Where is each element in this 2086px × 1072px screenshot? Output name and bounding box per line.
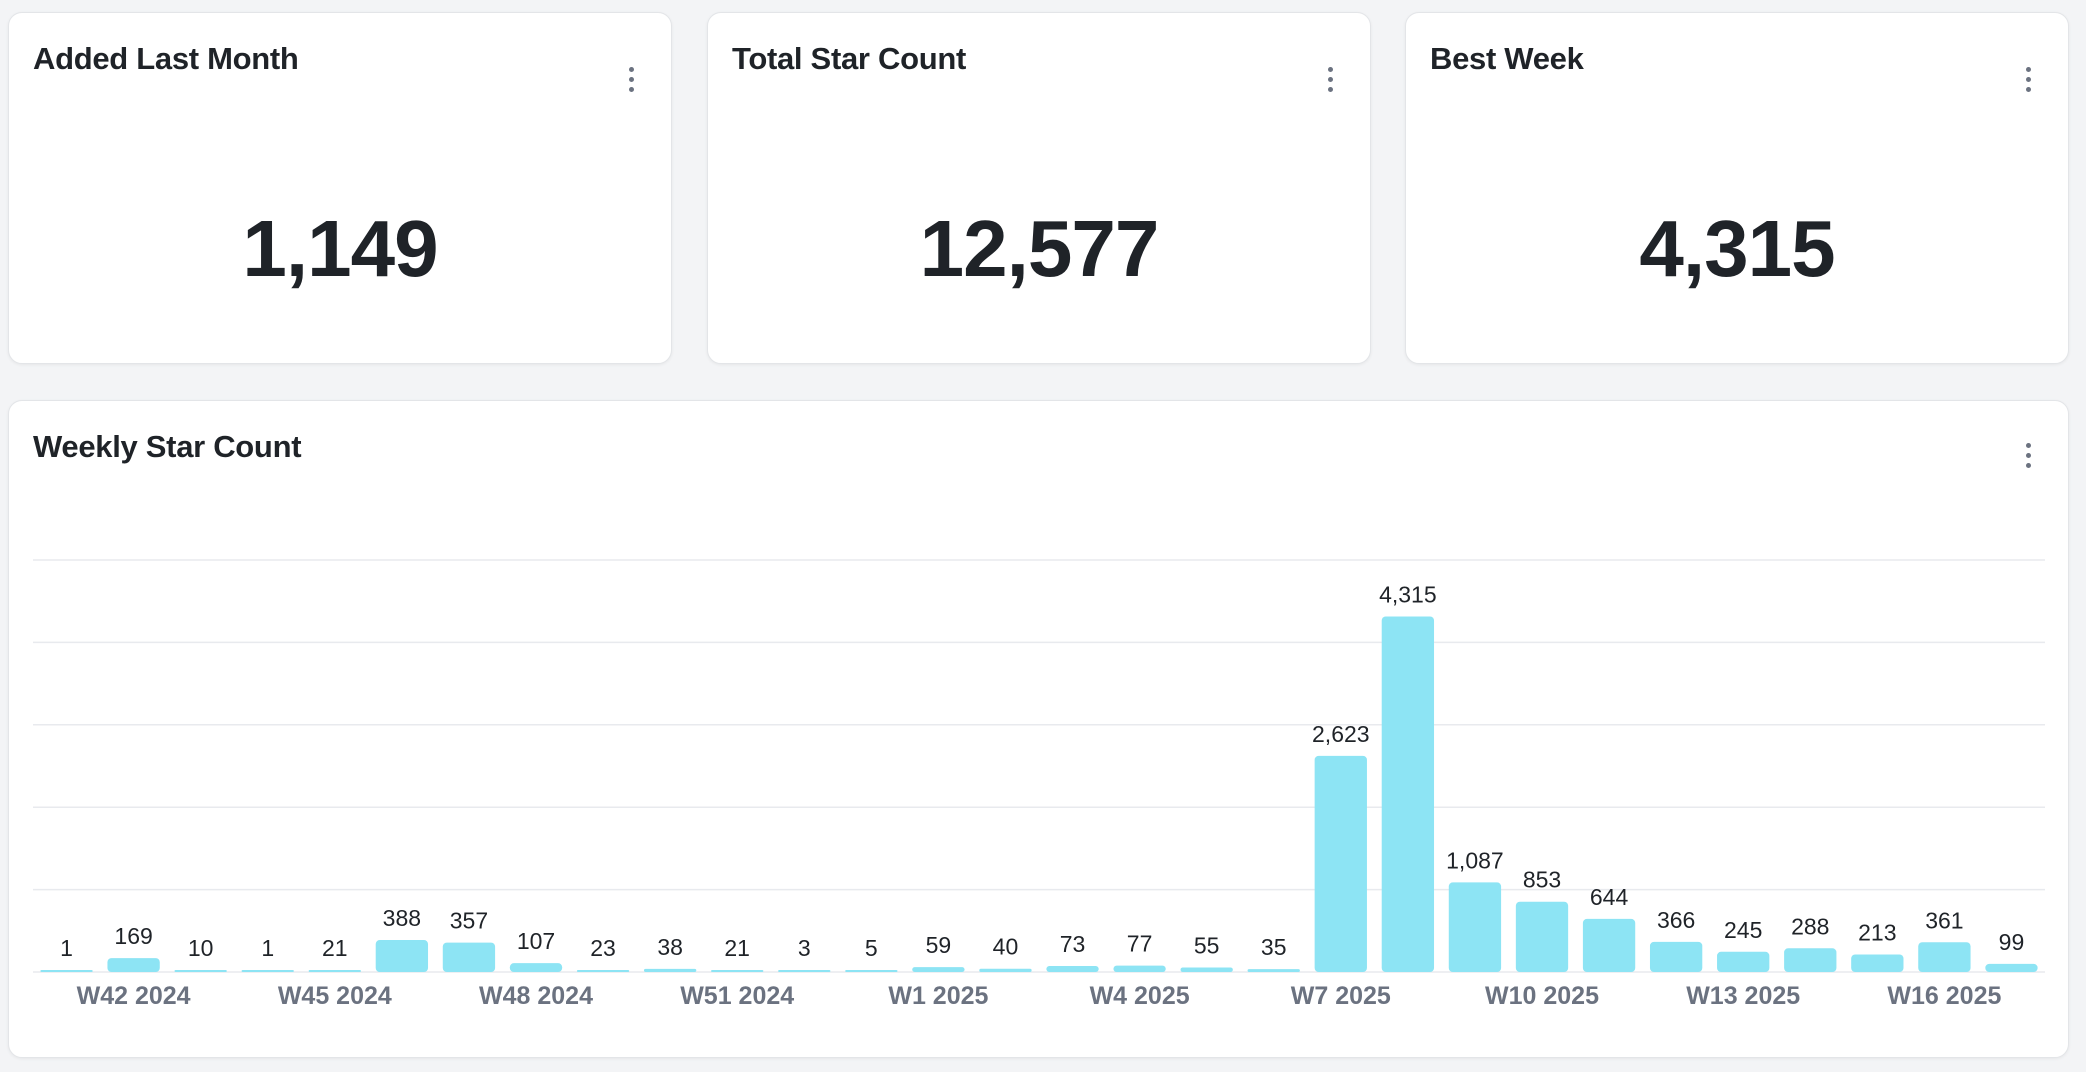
- x-tick-label: W7 2025: [1291, 982, 1391, 1010]
- bar[interactable]: [1985, 963, 2038, 972]
- bar-value-label: 99: [1999, 929, 2025, 955]
- bar[interactable]: [979, 968, 1032, 972]
- x-tick-label: W48 2024: [479, 982, 593, 1010]
- bar[interactable]: [1247, 969, 1300, 972]
- card-title: Total Star Count: [732, 41, 966, 76]
- bar[interactable]: [912, 967, 965, 972]
- bar-value-label: 38: [657, 934, 683, 960]
- chart-title: Weekly Star Count: [33, 429, 302, 464]
- bar[interactable]: [711, 970, 764, 972]
- bar[interactable]: [1314, 755, 1367, 972]
- metric-value: 1,149: [242, 204, 438, 293]
- x-tick-label: W45 2024: [278, 982, 392, 1010]
- bar-value-label: 35: [1261, 934, 1287, 960]
- bar[interactable]: [643, 968, 697, 972]
- x-tick-label: W13 2025: [1686, 982, 1800, 1010]
- bar-value-label: 169: [114, 923, 152, 949]
- bar[interactable]: [174, 970, 227, 972]
- bar[interactable]: [375, 940, 429, 972]
- bar[interactable]: [1784, 948, 1837, 972]
- bar-value-label: 644: [1590, 884, 1629, 910]
- bar-value-label: 40: [993, 934, 1019, 960]
- metric-value: 12,577: [919, 204, 1160, 293]
- metric-card-best-week: Best Week 4,315: [1405, 12, 2069, 364]
- metric-value: 4,315: [1639, 204, 1835, 293]
- bar-value-label: 357: [450, 908, 488, 934]
- bar[interactable]: [442, 942, 496, 972]
- bar[interactable]: [1046, 965, 1099, 972]
- bar-value-label: 4,315: [1379, 581, 1437, 607]
- bar[interactable]: [1851, 954, 1904, 972]
- bar[interactable]: [40, 970, 93, 972]
- bar-value-label: 1: [60, 935, 73, 961]
- more-options-icon[interactable]: [2016, 61, 2040, 97]
- bar[interactable]: [1515, 901, 1569, 972]
- bar[interactable]: [107, 958, 160, 972]
- x-tick-label: W4 2025: [1090, 982, 1190, 1010]
- bar[interactable]: [1448, 882, 1502, 972]
- bar[interactable]: [1180, 967, 1233, 972]
- bar-value-label: 73: [1060, 931, 1086, 957]
- bar[interactable]: [845, 970, 898, 972]
- bar-value-label: 1: [261, 935, 274, 961]
- bar-value-label: 59: [926, 932, 952, 958]
- bar-value-label: 213: [1858, 919, 1896, 945]
- bar[interactable]: [1649, 941, 1703, 972]
- bar-value-label: 245: [1724, 917, 1762, 943]
- bar-value-label: 21: [724, 935, 750, 961]
- bar-value-label: 1,087: [1446, 847, 1504, 873]
- bar[interactable]: [778, 970, 831, 972]
- more-options-icon[interactable]: [1318, 61, 1342, 97]
- bar-value-label: 366: [1657, 907, 1695, 933]
- bar[interactable]: [1381, 616, 1435, 972]
- bar[interactable]: [509, 963, 563, 972]
- bar-value-label: 388: [383, 905, 421, 931]
- x-tick-label: W1 2025: [888, 982, 988, 1010]
- bar[interactable]: [1717, 951, 1770, 972]
- card-title: Added Last Month: [33, 41, 299, 76]
- bar-value-label: 23: [590, 935, 616, 961]
- bar-value-label: 361: [1925, 907, 1963, 933]
- bar-value-label: 55: [1194, 932, 1220, 958]
- bar-value-label: 853: [1523, 867, 1561, 893]
- weekly-star-count-card: Weekly Star Count 1 169 10 1 21 388 357 107 23 38…: [8, 400, 2069, 1058]
- metric-card-total-star-count: Total Star Count 12,577: [707, 12, 1371, 364]
- more-options-icon[interactable]: [2016, 437, 2040, 473]
- bar-value-label: 21: [322, 935, 348, 961]
- bar-value-label: 2,623: [1312, 721, 1370, 747]
- x-tick-label: W51 2024: [680, 982, 794, 1010]
- bar-value-label: 288: [1791, 913, 1829, 939]
- bar-value-label: 107: [517, 928, 555, 954]
- bar[interactable]: [576, 970, 630, 972]
- bar-value-label: 77: [1127, 931, 1153, 957]
- x-tick-label: W16 2025: [1887, 982, 2001, 1010]
- bar[interactable]: [1918, 942, 1971, 972]
- bar[interactable]: [1582, 918, 1636, 972]
- bar-value-label: 10: [188, 935, 214, 961]
- card-title: Best Week: [1430, 41, 1584, 76]
- bar[interactable]: [308, 970, 361, 972]
- bar[interactable]: [241, 970, 294, 972]
- metric-card-added-last-month: Added Last Month 1,149: [8, 12, 672, 364]
- bar[interactable]: [1113, 965, 1166, 972]
- x-tick-label: W10 2025: [1485, 982, 1599, 1010]
- x-tick-label: W42 2024: [77, 982, 191, 1010]
- bar-value-label: 3: [798, 935, 811, 961]
- more-options-icon[interactable]: [619, 61, 643, 97]
- bar-value-label: 5: [865, 935, 878, 961]
